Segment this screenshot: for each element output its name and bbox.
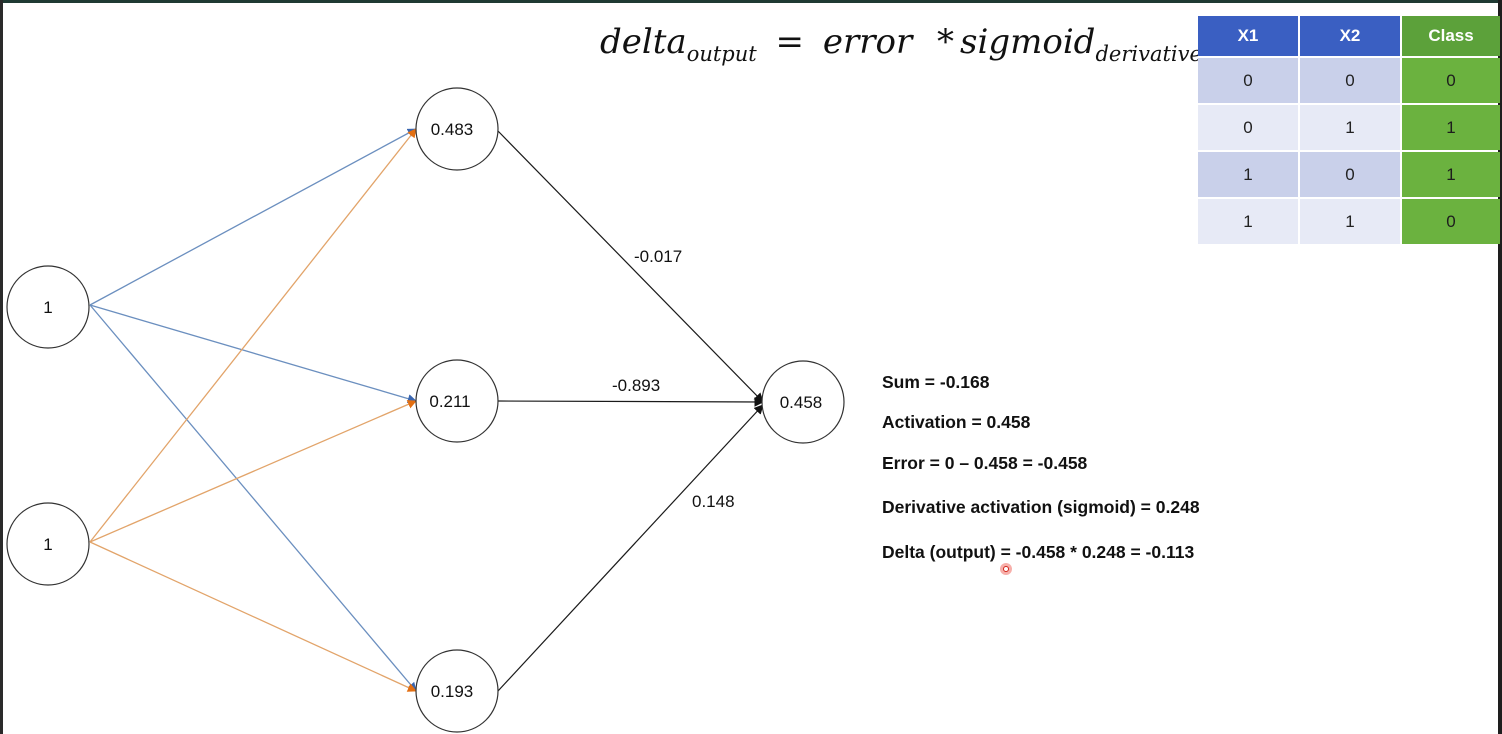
left-border [0,0,3,734]
edge-input1-hidden1 [89,128,417,306]
header-x1: X1 [1198,16,1298,56]
header-x2: X2 [1300,16,1400,56]
edge-input2-hidden2 [89,400,417,543]
table-row: 0 0 0 [1198,58,1500,103]
input-node-2-value: 1 [43,535,52,554]
cell-x1: 1 [1198,152,1298,197]
weight-label-hidden2-output: -0.893 [612,376,660,395]
formula-lhs-sub: output [686,42,757,66]
cell-class: 1 [1402,152,1500,197]
table-row: 1 0 1 [1198,152,1500,197]
edge-input1-hidden2 [89,304,417,404]
hidden-node-1-value: 0.483 [431,120,474,139]
input-node-2: 1 [6,502,90,586]
formula-term-error: error [822,22,913,62]
cell-x2: 1 [1300,199,1400,244]
cell-x1: 0 [1198,105,1298,150]
derivative-line: Derivative activation (sigmoid) = 0.248 [882,497,1200,517]
edge-hidden3-output [497,404,764,692]
delta-output-formula: deltaoutput = error * sigmoidderivative [600,22,1202,66]
formula-lhs: delta [600,22,687,62]
error-line: Error = 0 – 0.458 = -0.458 [882,453,1088,473]
cell-x1: 1 [1198,199,1298,244]
cell-class: 1 [1402,105,1500,150]
formula-term-sigmoid: sigmoid [960,22,1096,62]
hidden-node-3: 0.193 [415,649,499,733]
hidden-node-2: 0.211 [415,359,499,443]
edge-input2-hidden1 [89,128,417,543]
top-border [0,0,1502,3]
output-node: 0.458 [761,360,845,444]
table-row: 1 1 0 [1198,199,1500,244]
hidden-node-3-value: 0.193 [431,682,474,701]
cell-x2: 0 [1300,152,1400,197]
sum-line: Sum = -0.168 [882,372,990,392]
table-header-row: X1 X2 Class [1198,16,1500,56]
formula-equals: = [775,22,805,62]
output-node-value: 0.458 [780,393,823,412]
delta-line: Delta (output) = -0.458 * 0.248 = -0.113 [882,542,1195,562]
edge-input1-hidden3 [89,304,417,692]
activation-line: Activation = 0.458 [882,412,1031,432]
table-row: 0 1 1 [1198,105,1500,150]
hidden-node-2-value: 0.211 [429,392,470,411]
weight-label-hidden3-output: 0.148 [692,492,735,511]
cell-class: 0 [1402,58,1500,103]
edge-hidden2-output [497,397,764,407]
formula-times: * [937,22,955,62]
mouse-cursor-icon [1000,563,1012,575]
formula-term-sigmoid-sub: derivative [1095,42,1202,66]
cell-x2: 1 [1300,105,1400,150]
hidden-node-1: 0.483 [415,87,499,171]
cell-x2: 0 [1300,58,1400,103]
cell-class: 0 [1402,199,1500,244]
weight-label-hidden1-output: -0.017 [634,247,682,266]
edge-hidden1-output [497,130,764,403]
edge-input2-hidden3 [89,541,417,692]
xor-dataset-table: X1 X2 Class 0 0 0 0 1 1 1 0 1 1 1 0 [1196,14,1502,246]
header-class: Class [1402,16,1500,56]
input-node-1-value: 1 [43,298,52,317]
cell-x1: 0 [1198,58,1298,103]
right-border [1498,0,1502,734]
input-node-1: 1 [6,265,90,349]
